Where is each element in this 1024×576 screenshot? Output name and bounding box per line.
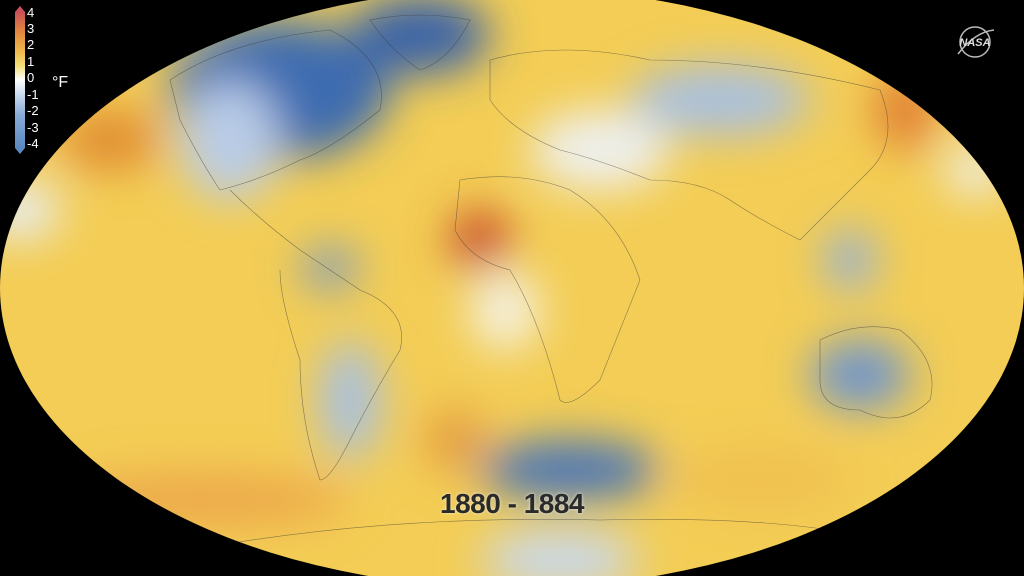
cool-anomaly-antarctica <box>480 530 640 576</box>
warm-anomaly-pacific <box>60 110 160 170</box>
neutral-anomaly-east-pacific <box>0 180 60 240</box>
cold-anomaly-greenland <box>350 0 490 75</box>
tick-label: 2 <box>27 37 35 52</box>
warm-anomaly-south-atlantic <box>425 410 485 470</box>
color-scale-bar <box>15 12 25 148</box>
tick-label: 3 <box>27 21 35 36</box>
scale-min-arrow <box>15 148 25 154</box>
cold-anomaly-southern-ocean <box>480 440 660 500</box>
tick-label: -1 <box>27 87 39 102</box>
cool-anomaly-caribbean <box>302 248 358 288</box>
tick-label: 0 <box>27 70 35 85</box>
tick-label: -3 <box>27 120 39 135</box>
unit-label: °F <box>52 74 69 91</box>
tick-label: 1 <box>27 54 35 69</box>
svg-text:NASA: NASA <box>959 37 990 49</box>
tick-label: -2 <box>27 103 39 118</box>
hot-anomaly-west-africa <box>450 210 510 270</box>
neutral-anomaly-asia <box>530 110 670 190</box>
nasa-logo: NASA <box>957 26 995 58</box>
cool-anomaly-south-america <box>320 340 380 460</box>
cool-anomaly-siberia <box>630 65 810 135</box>
neutral-anomaly-north-pacific <box>945 145 1005 195</box>
scale-max-arrow <box>15 6 25 12</box>
cool-anomaly-canada <box>180 80 280 200</box>
tick-label: 4 <box>27 5 35 20</box>
coastlines <box>169 14 933 546</box>
cool-anomaly-indonesia <box>825 230 875 290</box>
warm-anomaly-japan <box>875 70 935 150</box>
tick-label: -4 <box>27 136 39 151</box>
period-label: 1880 - 1884 <box>440 488 584 519</box>
cool-anomaly-australia <box>810 340 910 410</box>
warm-anomaly-indian-ocean <box>670 450 850 510</box>
neutral-anomaly-gulf-of-guinea <box>470 270 540 350</box>
color-scale-legend: 4 3 2 1 0 -1 -2 -3 -4 °F <box>10 6 80 156</box>
